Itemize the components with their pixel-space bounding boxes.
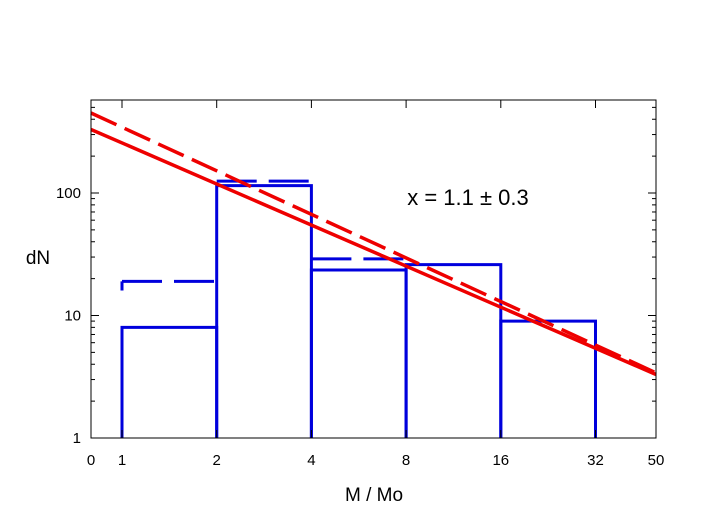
histogram-bin-0 — [120, 325, 219, 438]
x-tick-label: 2 — [213, 452, 221, 469]
y-tick-label: 10 — [64, 308, 81, 325]
y-tick-label: 1 — [73, 430, 81, 447]
x-tick-label: 50 — [648, 452, 665, 469]
chart-marks — [90, 111, 657, 438]
y-tick-label: 100 — [56, 185, 81, 202]
x-tick-label: 0 — [87, 452, 95, 469]
x-axis-label: M / Mo — [345, 485, 403, 506]
x-tick-label: 16 — [492, 452, 509, 469]
fit-line-solid — [90, 127, 657, 377]
fit-line-dashed — [90, 111, 657, 375]
y-axis-label: dN — [26, 248, 50, 269]
fit-annotation: x = 1.1 ± 0.3 — [407, 185, 529, 210]
x-tick-label: 8 — [402, 452, 410, 469]
x-tick-label: 1 — [118, 452, 126, 469]
histogram-bin-1 — [215, 184, 313, 438]
histogram-bin-4 — [499, 319, 597, 438]
x-tick-label: 32 — [587, 452, 604, 469]
x-tick-label: 4 — [307, 452, 315, 469]
axis-ticks — [90, 100, 657, 439]
plot-frame — [90, 99, 657, 439]
histogram-bin-3 — [404, 263, 503, 438]
histogram-bin-2 — [309, 268, 408, 438]
